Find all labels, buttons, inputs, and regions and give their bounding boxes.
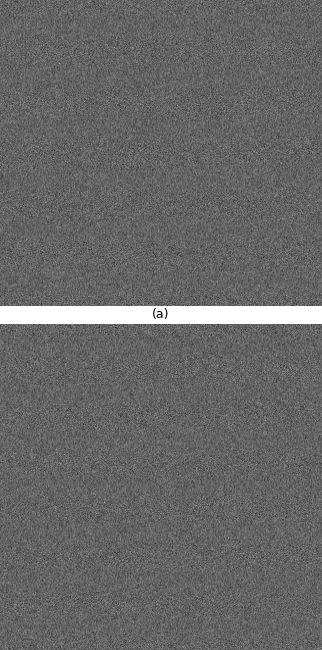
Text: (a): (a) [152, 308, 170, 321]
